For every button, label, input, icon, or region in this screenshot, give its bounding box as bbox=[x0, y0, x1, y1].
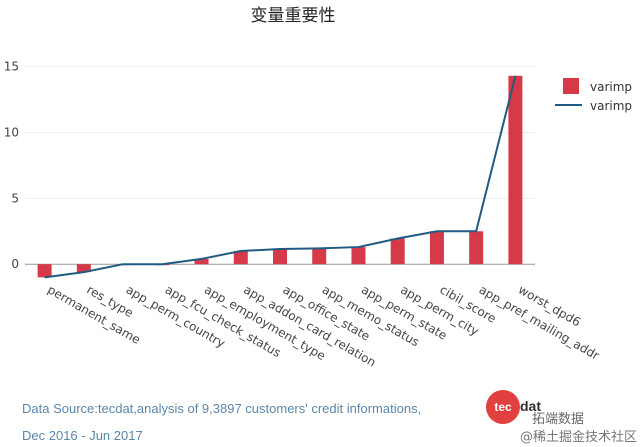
y-axis-ticks: 0 5 10 15 bbox=[4, 60, 19, 272]
bar bbox=[508, 75, 523, 265]
x-axis-ticks: permanent_sameres_typeapp_perm_countryap… bbox=[45, 282, 602, 369]
data-source-line-2: Dec 2016 - Jun 2017 bbox=[22, 428, 143, 443]
bar bbox=[273, 249, 287, 265]
bar bbox=[194, 258, 209, 265]
bar bbox=[429, 231, 444, 265]
y-tick-label: 0 bbox=[11, 257, 19, 271]
legend-bar-swatch bbox=[563, 78, 579, 94]
logo-tail-text: dat bbox=[520, 398, 541, 414]
bar bbox=[312, 248, 327, 265]
bar bbox=[37, 264, 52, 278]
chart: 变量重要性 0 5 10 15 permanent_sameres_typeapp_p… bbox=[4, 6, 632, 370]
bar bbox=[469, 231, 484, 265]
legend: varimp varimp bbox=[555, 78, 632, 113]
bar bbox=[76, 264, 91, 273]
bar bbox=[351, 247, 366, 265]
bar bbox=[233, 251, 248, 265]
data-source-line-1: Data Source:tecdat,analysis of 9,3897 cu… bbox=[22, 401, 422, 416]
y-tick-label: 15 bbox=[4, 60, 19, 74]
grid-lines bbox=[25, 66, 535, 265]
series-line bbox=[44, 75, 517, 279]
y-tick-label: 10 bbox=[4, 125, 19, 139]
line-series bbox=[44, 75, 517, 279]
watermark-line-1: 拓端数据 bbox=[532, 412, 585, 427]
logo-text: tec bbox=[494, 400, 512, 414]
tecdat-logo: tec bbox=[486, 390, 520, 424]
bar bbox=[390, 238, 405, 265]
chart-title: 变量重要性 bbox=[251, 6, 336, 26]
bar-series bbox=[37, 75, 523, 278]
y-tick-label: 5 bbox=[11, 191, 19, 205]
legend-bar-label: varimp bbox=[590, 80, 632, 94]
legend-line-label: varimp bbox=[590, 99, 632, 113]
watermark-line-2: @稀土掘金技术社区 bbox=[520, 430, 638, 445]
